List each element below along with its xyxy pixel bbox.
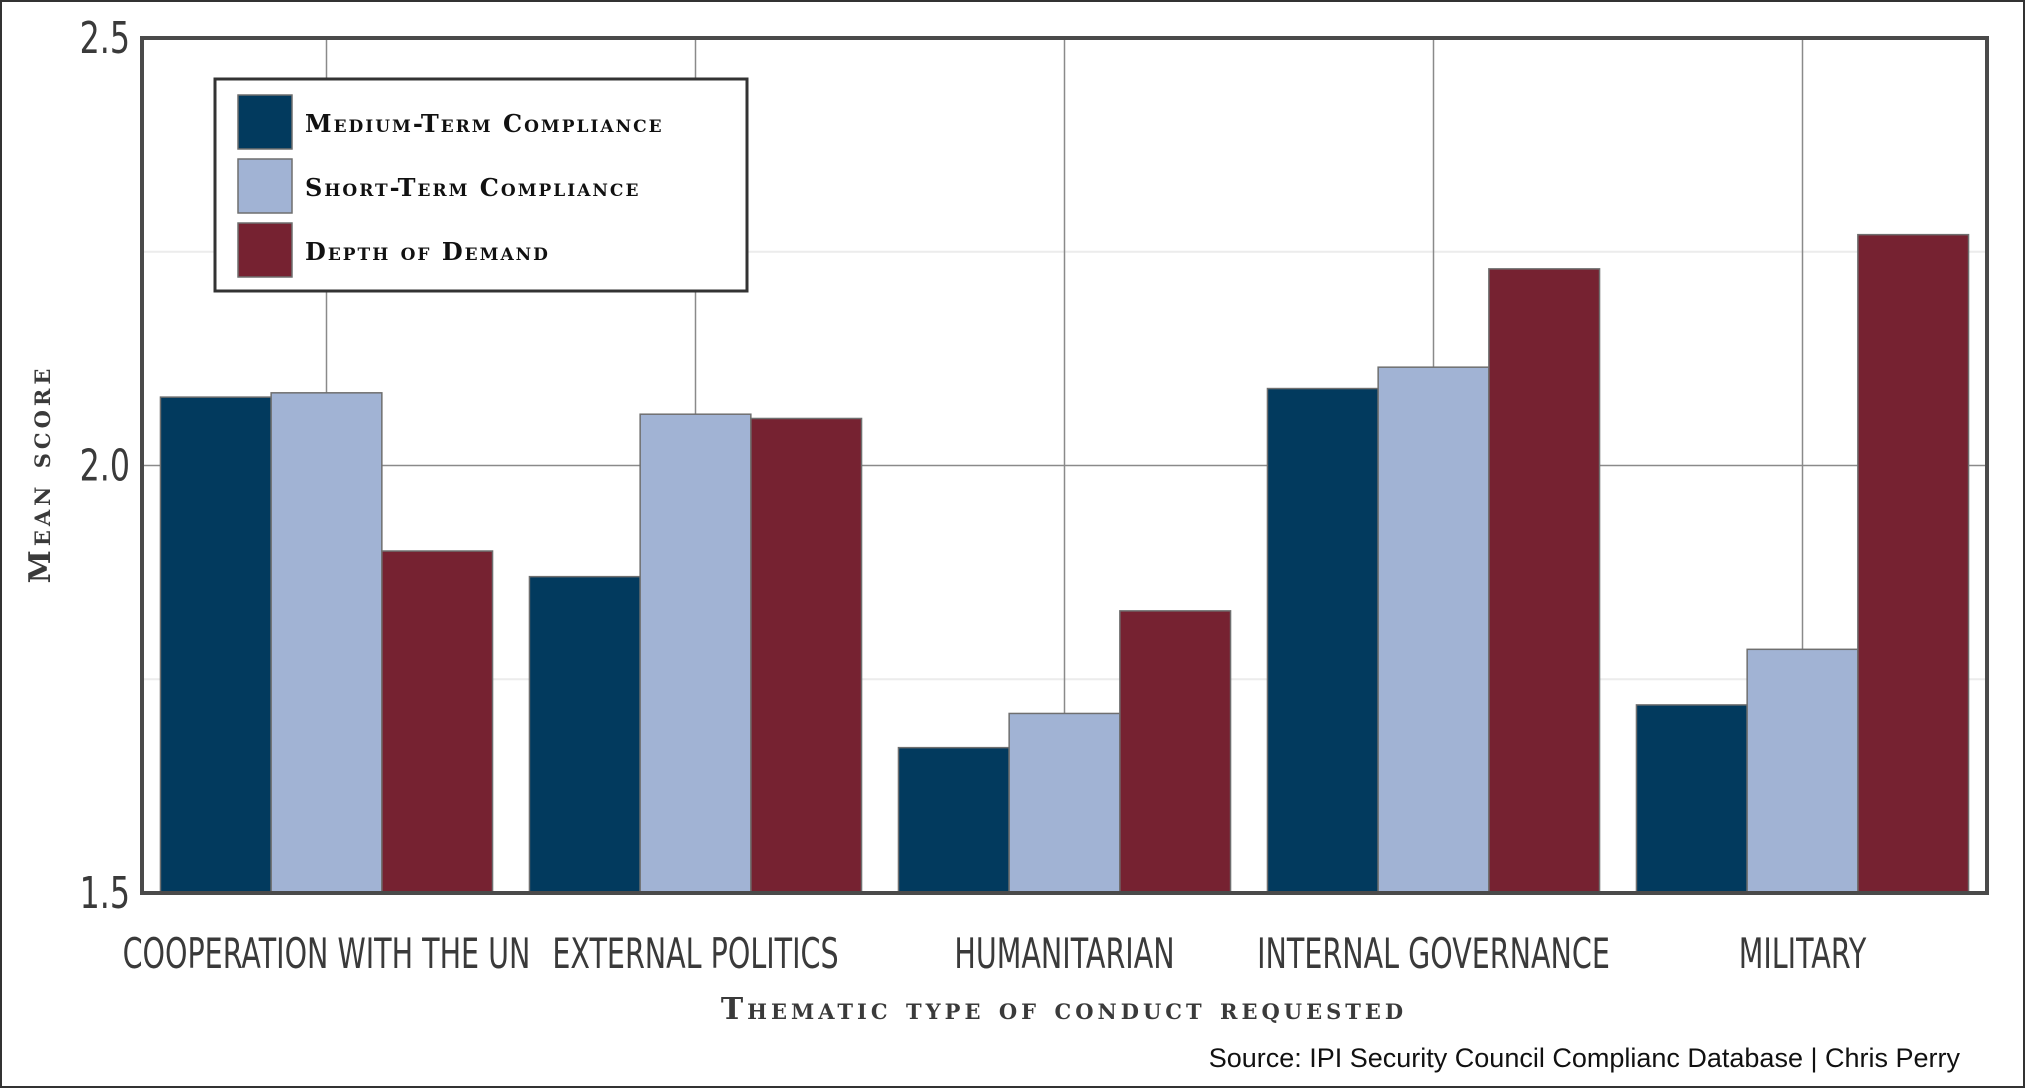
bar [1857,233,1970,894]
legend-label: Medium-Term Compliance [305,109,664,138]
y-axis-title: Mean score [23,365,58,584]
source-note: Source: IPI Security Council Complianc D… [1209,1043,1961,1073]
legend-swatch [237,94,293,150]
x-tick-label: MILITARY [1739,931,1867,979]
x-tick-labels: COOPERATION WITH THE UN EXTERNAL POLITICS… [123,931,1867,979]
bar [1746,648,1859,894]
plot-frame [140,36,1989,895]
legend: Medium-Term Compliance Short-Term Complia… [213,77,749,293]
bars [159,233,1970,894]
x-axis-title: Thematic type of conduct requested [721,992,1407,1027]
y-tick-label: 1.5 [80,868,130,920]
bar [1008,712,1121,894]
bar [897,746,1010,894]
bar [159,396,272,894]
bar [1635,704,1748,894]
y-tick-label: 2.5 [80,13,130,65]
legend-items: Medium-Term Compliance Short-Term Complia… [237,94,664,278]
legend-swatch [237,158,293,214]
bar [750,417,863,894]
bar [270,392,383,894]
bar [1488,268,1601,894]
bar [528,575,641,894]
x-tick-label: EXTERNAL POLITICS [552,931,838,979]
bar [381,550,494,894]
legend-swatch [237,222,293,278]
legend-label: Depth of Demand [305,237,550,266]
x-tick-label: COOPERATION WITH THE UN [123,931,531,979]
bar [1377,366,1490,894]
y-tick-labels: 1.5 2.0 2.5 [80,13,130,920]
x-tick-label: HUMANITARIAN [954,931,1174,979]
legend-box [213,77,749,293]
legend-label: Short-Term Compliance [305,173,640,202]
x-tick-label: INTERNAL GOVERNANCE [1257,931,1610,979]
bar [1266,387,1379,894]
y-tick-label: 2.0 [80,440,130,492]
bar [639,413,752,894]
bar [1119,610,1232,894]
